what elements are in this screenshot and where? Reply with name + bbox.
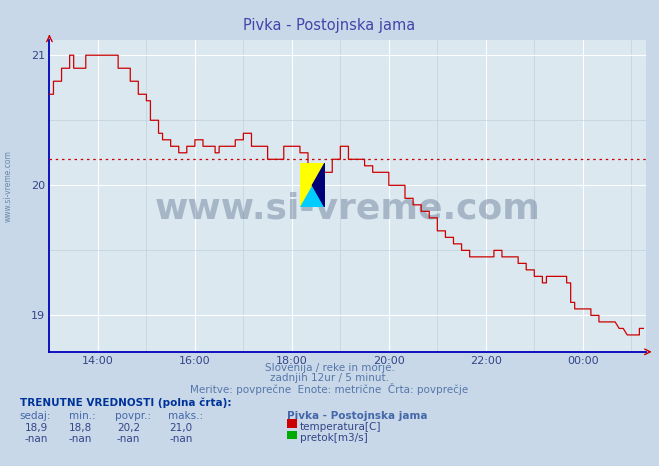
Polygon shape	[300, 163, 325, 207]
Text: www.si-vreme.com: www.si-vreme.com	[4, 151, 13, 222]
Text: temperatura[C]: temperatura[C]	[300, 422, 382, 432]
Text: 21,0: 21,0	[169, 423, 193, 432]
Text: Meritve: povprečne  Enote: metrične  Črta: povprečje: Meritve: povprečne Enote: metrične Črta:…	[190, 383, 469, 395]
Text: TRENUTNE VREDNOSTI (polna črta):: TRENUTNE VREDNOSTI (polna črta):	[20, 397, 231, 408]
Text: pretok[m3/s]: pretok[m3/s]	[300, 433, 368, 443]
Text: Slovenija / reke in morje.: Slovenija / reke in morje.	[264, 363, 395, 372]
Text: zadnjih 12ur / 5 minut.: zadnjih 12ur / 5 minut.	[270, 373, 389, 383]
Polygon shape	[300, 163, 325, 207]
Text: maks.:: maks.:	[168, 411, 203, 421]
Text: povpr.:: povpr.:	[115, 411, 152, 421]
Text: 18,9: 18,9	[24, 423, 48, 432]
Text: -nan: -nan	[117, 434, 140, 444]
Text: -nan: -nan	[69, 434, 92, 444]
Text: www.si-vreme.com: www.si-vreme.com	[155, 191, 540, 225]
Text: Pivka - Postojnska jama: Pivka - Postojnska jama	[287, 411, 427, 421]
Text: -nan: -nan	[169, 434, 193, 444]
Polygon shape	[312, 163, 325, 207]
Text: -nan: -nan	[24, 434, 48, 444]
Text: 18,8: 18,8	[69, 423, 92, 432]
Text: sedaj:: sedaj:	[20, 411, 51, 421]
Text: min.:: min.:	[69, 411, 96, 421]
Text: Pivka - Postojnska jama: Pivka - Postojnska jama	[243, 18, 416, 33]
Text: 20,2: 20,2	[117, 423, 140, 432]
